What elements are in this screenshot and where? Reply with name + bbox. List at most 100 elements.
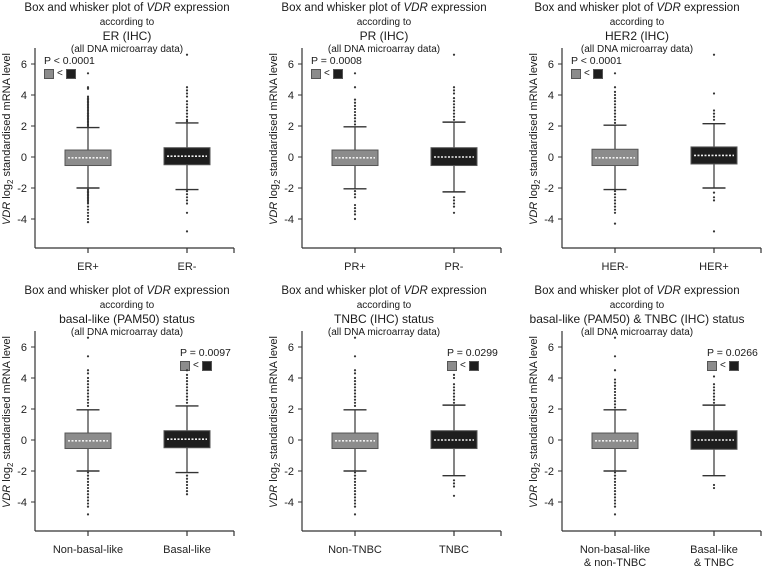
outlier-point — [185, 230, 189, 233]
p-value: P = 0.0097 — [180, 347, 231, 359]
outlier-point — [712, 395, 716, 398]
box-iqr — [163, 430, 211, 449]
outlier-point — [613, 513, 617, 516]
legend-less-than: < — [193, 360, 199, 371]
outlier-point — [353, 336, 357, 339]
x-tick-label: ER- — [178, 261, 197, 273]
outlier-point — [452, 53, 456, 56]
outlier-point — [613, 403, 617, 406]
outlier-point — [185, 380, 189, 383]
outlier-point — [353, 474, 357, 477]
plot-area: 6 4 2 0 -2 -4 ER+ ER- — [17, 48, 235, 273]
outlier-point — [613, 496, 617, 499]
outlier-point — [185, 100, 189, 103]
outlier-point — [353, 493, 357, 496]
outlier-point — [185, 493, 189, 496]
outlier-point — [613, 193, 617, 196]
outlier-point — [353, 392, 357, 395]
outlier-point — [353, 486, 357, 490]
x-tick-label: PR- — [445, 261, 464, 273]
outlier-point — [86, 380, 90, 383]
outlier-point — [86, 190, 90, 193]
outlier-point — [452, 199, 456, 202]
x-tick-label-line: Basal-like — [163, 544, 211, 556]
outlier-point — [185, 211, 189, 214]
panel-title: Box and whisker plot of VDR expression — [257, 2, 511, 14]
y-tick-label: -2 — [544, 183, 554, 195]
outlier-point — [86, 118, 90, 121]
outlier-point — [613, 205, 617, 208]
panel-title: Box and whisker plot of VDR expression — [0, 2, 254, 14]
legend: < — [311, 68, 343, 79]
outlier-point — [185, 398, 189, 401]
plot-area: 6 4 2 0 -2 -4 Non-basal-like Basal-like — [17, 331, 235, 556]
panel-title: Box and whisker plot of VDR expression — [510, 285, 764, 297]
outlier-point — [613, 471, 617, 474]
title-gene: VDR — [146, 285, 171, 297]
box-iqr — [331, 432, 379, 450]
outlier-point — [185, 118, 189, 121]
outlier-point — [353, 372, 357, 375]
outlier-point — [452, 482, 456, 485]
title-suffix: expression — [427, 285, 487, 297]
x-tick-label: Non-TNBC — [328, 544, 382, 556]
p-value: P = 0.0266 — [707, 347, 758, 359]
outlier-point — [86, 115, 90, 118]
title-prefix: Box and whisker plot of — [281, 2, 404, 14]
y-tick-label: 0 — [288, 435, 294, 447]
panel-title: Box and whisker plot of VDR expression — [257, 285, 511, 297]
outlier-point — [452, 383, 456, 386]
outlier-point — [353, 114, 357, 117]
outlier-point — [86, 72, 90, 75]
outlier-point — [452, 118, 456, 121]
outlier-point — [353, 196, 357, 199]
outlier-point — [613, 406, 617, 409]
outlier-point — [353, 502, 357, 505]
outlier-point — [613, 393, 617, 397]
outlier-point — [185, 392, 189, 395]
outlier-point — [185, 389, 189, 392]
title-prefix: Box and whisker plot of — [534, 285, 657, 297]
outlier-point — [86, 505, 90, 508]
x-tick-label-line: & non-TNBC — [584, 557, 646, 566]
outlier-point — [86, 376, 90, 380]
outlier-point — [353, 496, 357, 499]
outlier-point — [613, 384, 617, 387]
outlier-point — [185, 92, 189, 95]
y-tick-label: 6 — [548, 342, 554, 354]
title-prefix: Box and whisker plot of — [24, 2, 147, 14]
title-suffix: expression — [427, 2, 487, 14]
outlier-point — [86, 389, 90, 392]
y-tick-label: -2 — [544, 466, 554, 478]
outlier-point — [353, 355, 357, 358]
box-iqr — [64, 149, 112, 167]
panel-according: according to — [609, 300, 665, 311]
outlier-point — [613, 222, 617, 225]
outlier-point — [353, 210, 357, 213]
panel-dataset: (all DNA microarray data) — [580, 327, 694, 338]
box-iqr — [430, 430, 478, 450]
outlier-point — [353, 404, 357, 407]
outlier-point — [185, 193, 189, 196]
y-tick-label: -4 — [544, 497, 554, 509]
legend: < — [707, 360, 739, 371]
legend-swatch-group2 — [332, 68, 343, 79]
outlier-point — [86, 106, 90, 109]
outlier-point — [613, 355, 617, 358]
outlier-point — [86, 355, 90, 358]
outlier-point — [86, 205, 90, 208]
box-plot-panel-6: Box and whisker plot of VDR expression a… — [510, 283, 764, 566]
outlier-point — [452, 494, 456, 497]
legend-less-than: < — [720, 360, 726, 371]
outlier-point — [86, 480, 90, 483]
legend-less-than: < — [460, 360, 466, 371]
outlier-point — [613, 100, 617, 103]
panel-dataset: (all DNA microarray data) — [70, 327, 184, 338]
outlier-point — [185, 190, 189, 193]
title-suffix: expression — [170, 285, 230, 297]
outlier-point — [452, 392, 456, 395]
outlier-point — [185, 474, 189, 477]
outlier-point — [185, 109, 189, 112]
outlier-point — [452, 97, 456, 100]
plot-area: 6 4 2 0 -2 -4 Non-basal-like & non-TNBC Basal-li… — [544, 331, 762, 566]
